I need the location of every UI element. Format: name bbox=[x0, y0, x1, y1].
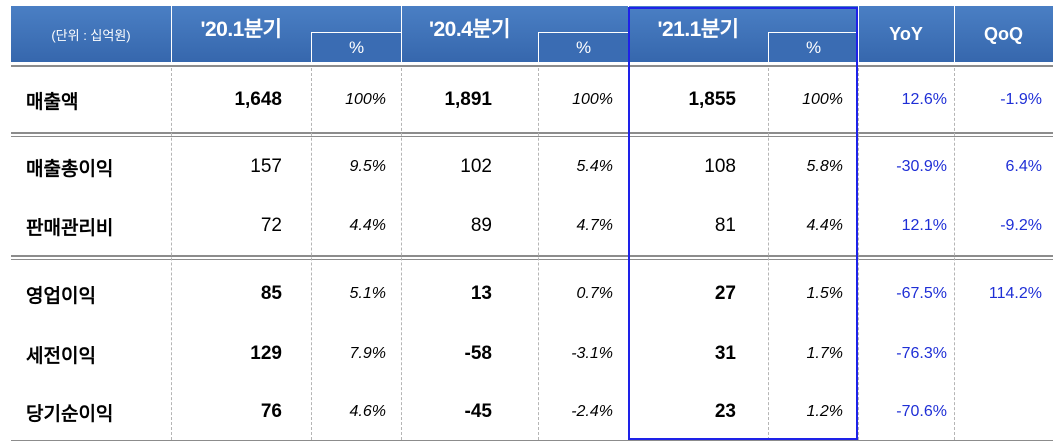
row-label: 판매관리비 bbox=[26, 217, 114, 239]
row-label: 당기순이익 bbox=[26, 403, 114, 425]
pct-20q4: -3.1% bbox=[571, 345, 613, 362]
pct-20q4: 4.7% bbox=[576, 217, 613, 234]
rule bbox=[11, 132, 1053, 134]
qoq-value: 6.4% bbox=[1005, 158, 1042, 175]
pct-20q1: 100% bbox=[345, 91, 386, 108]
unit-label: (단위 : 십억원) bbox=[51, 27, 131, 43]
value-20q1: 76 bbox=[260, 401, 282, 422]
row-label: 영업이익 bbox=[26, 285, 96, 307]
value-20q4: -45 bbox=[464, 401, 492, 422]
value-21q1: 31 bbox=[714, 343, 736, 364]
qoq-value: -1.9% bbox=[1000, 91, 1042, 108]
value-21q1: 81 bbox=[714, 215, 736, 236]
pct-21q1: 5.8% bbox=[806, 158, 843, 175]
yoy-value: -70.6% bbox=[896, 403, 947, 420]
pct-20q4: 5.4% bbox=[576, 158, 613, 175]
value-20q4: 89 bbox=[470, 215, 492, 236]
qoq-value bbox=[954, 337, 1042, 371]
period-header-2: '20.4분기 bbox=[428, 18, 511, 41]
pct-header-2: % bbox=[538, 32, 628, 62]
value-20q1: 72 bbox=[260, 215, 282, 236]
value-20q4: 13 bbox=[470, 283, 492, 304]
value-20q4: 102 bbox=[460, 156, 492, 177]
yoy-value: -30.9% bbox=[896, 158, 947, 175]
rule bbox=[11, 259, 1053, 260]
value-20q4: 1,891 bbox=[444, 89, 492, 110]
pct-20q1: 4.6% bbox=[349, 403, 386, 420]
pct-20q1: 5.1% bbox=[349, 285, 386, 302]
pct-header-1: % bbox=[311, 32, 401, 62]
rule bbox=[11, 440, 1053, 441]
rule bbox=[11, 65, 1053, 67]
pct-header-3: % bbox=[768, 32, 858, 62]
row-label: 매출액 bbox=[26, 91, 79, 113]
pct-21q1: 4.4% bbox=[806, 217, 843, 234]
period-header-1: '20.1분기 bbox=[200, 18, 282, 41]
value-20q4: -58 bbox=[464, 343, 492, 364]
qoq-value bbox=[954, 395, 1042, 429]
pct-20q4: -2.4% bbox=[571, 403, 613, 420]
value-20q1: 85 bbox=[260, 283, 282, 304]
value-20q1: 1,648 bbox=[234, 89, 282, 110]
value-21q1: 23 bbox=[714, 401, 736, 422]
qoq-value: 114.2% bbox=[988, 285, 1042, 302]
yoy-value: -67.5% bbox=[896, 285, 947, 302]
yoy-value: -76.3% bbox=[896, 345, 947, 362]
value-21q1: 108 bbox=[704, 156, 736, 177]
value-20q1: 129 bbox=[250, 343, 282, 364]
row-label: 매출총이익 bbox=[26, 158, 114, 180]
row-label: 세전이익 bbox=[26, 345, 96, 367]
rule bbox=[11, 136, 1053, 137]
pct-20q1: 7.9% bbox=[349, 345, 386, 362]
yoy-header: YoY bbox=[889, 23, 923, 44]
value-20q1: 157 bbox=[250, 156, 282, 177]
pct-20q1: 4.4% bbox=[349, 217, 386, 234]
pct-20q4: 0.7% bbox=[576, 285, 613, 302]
value-21q1: 1,855 bbox=[688, 89, 736, 110]
pct-21q1: 1.5% bbox=[806, 285, 843, 302]
pct-21q1: 100% bbox=[802, 91, 843, 108]
yoy-value: 12.1% bbox=[901, 217, 947, 234]
qoq-header: QoQ bbox=[984, 23, 1023, 44]
pct-20q1: 9.5% bbox=[349, 158, 386, 175]
rule bbox=[11, 255, 1053, 257]
pct-21q1: 1.2% bbox=[806, 403, 843, 420]
table-header: (단위 : 십억원) '20.1분기 % '20.4분기 % '21.1분기 %… bbox=[11, 6, 1053, 62]
period-header-3: '21.1분기 bbox=[657, 18, 739, 41]
pct-21q1: 1.7% bbox=[806, 345, 843, 362]
value-21q1: 27 bbox=[714, 283, 736, 304]
qoq-value: -9.2% bbox=[1000, 217, 1042, 234]
pct-20q4: 100% bbox=[572, 91, 613, 108]
yoy-value: 12.6% bbox=[901, 91, 947, 108]
